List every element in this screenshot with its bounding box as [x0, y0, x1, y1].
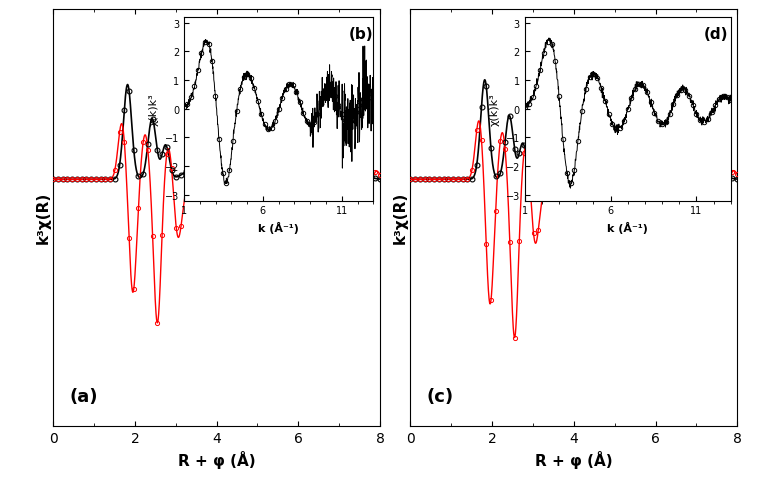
- Text: (c): (c): [427, 387, 454, 405]
- Text: (a): (a): [70, 387, 98, 405]
- Y-axis label: k³χ(R): k³χ(R): [36, 192, 50, 244]
- X-axis label: R + φ (Å): R + φ (Å): [178, 450, 255, 468]
- Y-axis label: k³χ(R): k³χ(R): [393, 192, 407, 244]
- X-axis label: R + φ (Å): R + φ (Å): [535, 450, 613, 468]
